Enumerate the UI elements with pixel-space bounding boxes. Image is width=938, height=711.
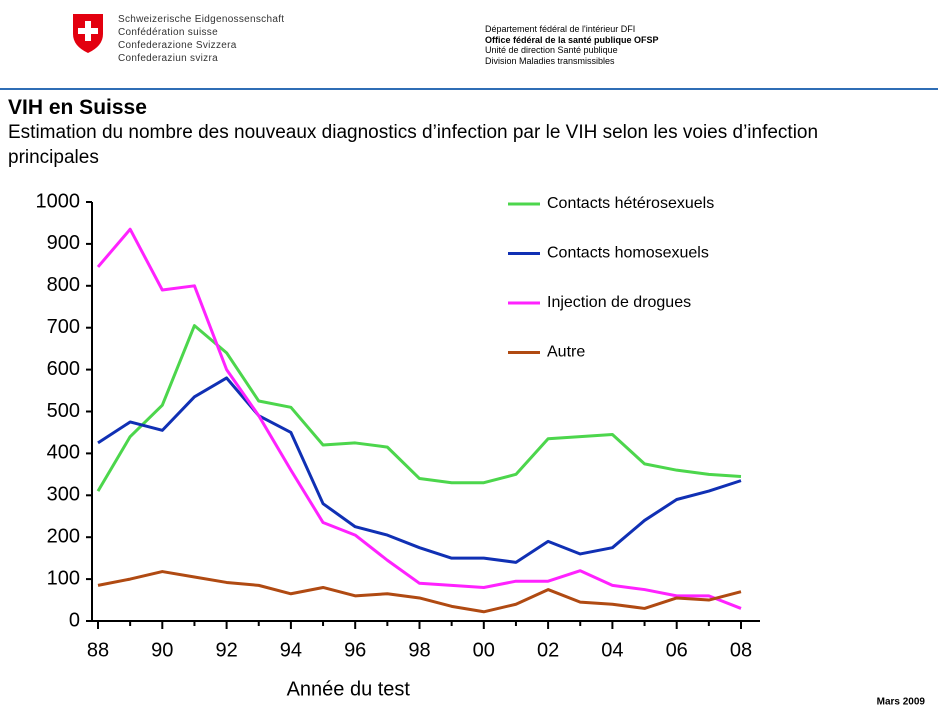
series-line [96,324,742,492]
series-line [97,570,742,614]
y-tick-label: 400 [47,442,80,464]
y-tick-label: 600 [47,358,80,380]
page-title: VIH en Suisse [8,96,147,119]
x-tick-label: 90 [151,639,173,661]
legend-label: Contacts hétérosexuels [547,195,714,212]
y-tick-label: 700 [47,316,80,338]
page-subtitle: Estimation du nombre des nouveaux diagno… [8,122,819,168]
series-line [96,227,742,610]
header-right-line: Département fédéral de l'intérieur DFI [485,24,636,34]
y-tick-label: 900 [47,232,80,254]
y-tick-label: 1000 [36,190,81,212]
legend-label: Autre [547,344,585,361]
legend-label: Contacts homosexuels [547,245,709,262]
header-right-line: Unité de direction Santé publique [485,45,618,55]
header-right-line: Division Maladies transmissibles [485,55,615,66]
footer-date: Mars 2009 [877,697,926,708]
series-line [97,376,742,564]
legend-label: Injection de drogues [547,294,691,311]
y-tick-label: 0 [69,609,80,631]
header-left: Schweizerische Eidgenossenschaft Confédér… [118,13,284,65]
y-tick-label: 500 [47,400,80,422]
x-tick-label: 08 [730,639,752,661]
x-tick-label: 94 [280,639,302,661]
y-tick-label: 100 [47,567,80,589]
x-tick-label: 04 [601,639,623,661]
y-tick-label: 300 [47,484,80,506]
x-tick-label: 88 [87,639,109,661]
x-tick-label: 06 [666,639,688,661]
y-tick-label: 800 [47,274,80,296]
x-tick-label: 92 [215,639,237,661]
swiss-cross [78,21,98,41]
header-left-line: Confederazione Svizzera [118,40,237,51]
header-right: Département fédéral de l'intérieur DFI Of… [485,24,659,66]
x-tick-label: 00 [473,639,495,661]
x-tick-label: 02 [537,639,559,661]
header-left-line: Confédération suisse [118,27,218,38]
header-right-line: Office fédéral de la santé publique OFSP [485,34,659,45]
header-left-line: Confederaziun svizra [118,53,218,64]
x-tick-label: 98 [408,639,430,661]
header-left-line: Schweizerische Eidgenossenschaft [118,14,285,25]
x-tick-label: 96 [344,639,366,661]
x-axis-label: Année du test [287,678,411,700]
y-tick-label: 200 [47,525,80,547]
